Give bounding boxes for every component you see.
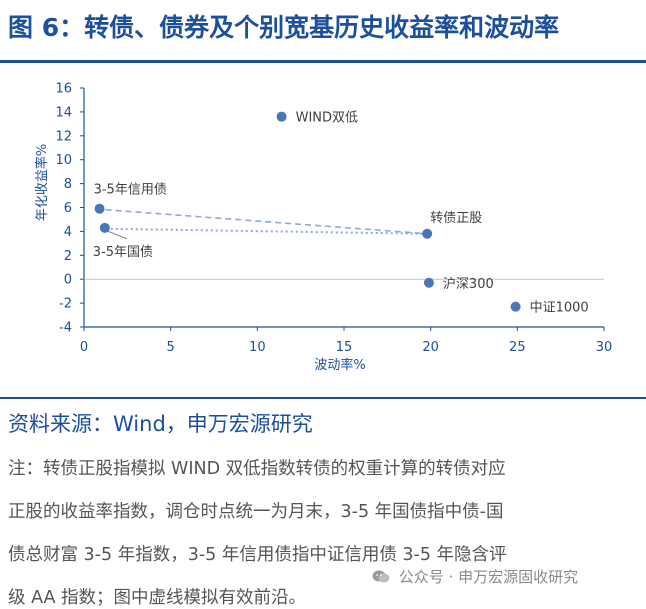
data-label: 转债正股 [430,211,482,226]
y-tick-label: 12 [55,129,72,144]
data-point [99,222,110,233]
x-tick-label: 25 [509,340,526,355]
x-tick-label: 30 [596,340,613,355]
y-tick-label: 8 [64,177,72,192]
watermark: 公众号 · 申万宏源固收研究 [372,566,578,587]
y-axis-title: 年化收益率% [34,144,50,221]
data-label: 中证1000 [530,301,589,316]
y-tick-label: 10 [55,153,72,168]
wechat-icon [372,570,390,583]
x-axis-title: 波动率% [314,357,365,373]
y-tick-label: 0 [64,273,72,288]
y-tick-label: 16 [55,82,72,97]
y-tick-label: 6 [64,201,72,216]
data-label: 3-5年信用债 [94,183,167,198]
data-point [276,111,287,122]
watermark-text: 公众号 · 申万宏源固收研究 [398,568,579,586]
scatter-chart: -4 -2 0 2 4 6 8 10 12 14 16 0 5 10 15 20 25 30 波动率% 年化收益率% W… [34,82,613,374]
frontier-line-dashed [105,208,428,235]
x-tick-label: 10 [249,340,266,355]
y-tick-label: -4 [59,321,72,336]
leader-line [106,230,127,240]
x-tick-label: 15 [336,340,353,355]
figure-title: 图 6：转债、债券及个别宽基历史收益率和波动率 [8,13,560,42]
y-tick-label: 14 [55,105,72,120]
note-line-3: 债总财富 3-5 年指数，3-5 年信用债指中证信用债 3-5 年隐含评 [8,545,507,565]
data-point [422,228,433,239]
x-tick-label: 0 [80,340,88,355]
note-line-4: 级 AA 指数；图中虚线模拟有效前沿。 [8,588,307,608]
x-tick-label: 20 [422,340,439,355]
y-tick-label: 2 [64,249,72,264]
data-label: 沪深300 [443,276,494,292]
y-tick-label: 4 [64,225,72,240]
bottom-rule [0,397,646,399]
data-point [94,203,105,214]
note-line-2: 正股的收益率指数，调仓时点统一为月末，3-5 年国债指中债-国 [8,502,504,522]
data-point [510,301,521,312]
data-point [423,277,434,288]
source-line: 资料来源：Wind，申万宏源研究 [8,412,313,436]
x-tick-label: 5 [167,340,175,355]
note-line-1: 注：转债正股指模拟 WIND 双低指数转债的权重计算的转债对应 [8,459,506,479]
data-label: WIND双低 [296,111,358,126]
top-rule [0,60,646,63]
y-tick-label: -2 [59,297,72,312]
data-label: 3-5年国债 [93,245,153,260]
